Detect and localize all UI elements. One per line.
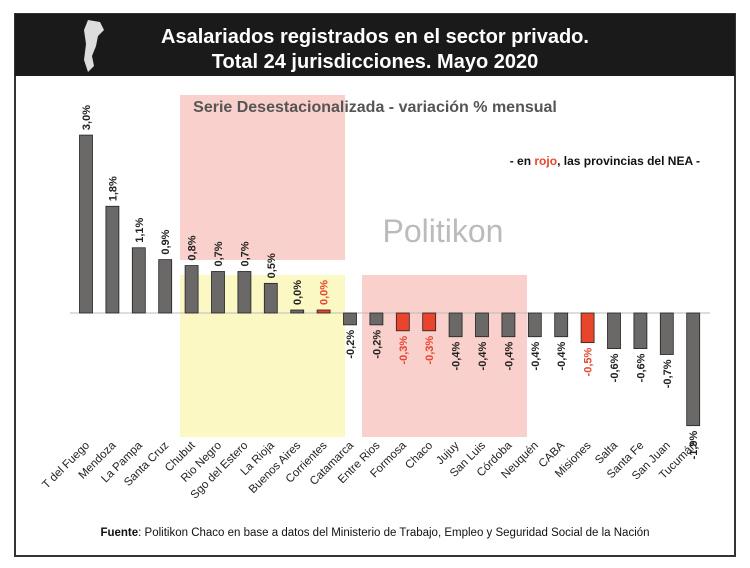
source: Fuente: Politikon Chaco en base a datos … bbox=[100, 527, 649, 539]
bar bbox=[554, 312, 569, 338]
note: - en rojo, las provincias del NEA - bbox=[510, 154, 700, 168]
map-icon bbox=[84, 20, 104, 72]
bar bbox=[290, 309, 305, 314]
value-label: 0,7% bbox=[213, 241, 225, 266]
value-label: 0,0% bbox=[319, 280, 331, 305]
bar bbox=[211, 271, 225, 314]
bar bbox=[184, 265, 199, 314]
bg-zone bbox=[180, 275, 345, 437]
header bbox=[15, 14, 735, 76]
bar bbox=[343, 312, 357, 326]
bar bbox=[131, 247, 146, 314]
value-label: -1,9% bbox=[688, 430, 700, 459]
note-part: , las provincias del NEA - bbox=[557, 154, 700, 168]
bar bbox=[369, 312, 384, 326]
value-label: -0,6% bbox=[635, 353, 647, 382]
bar bbox=[686, 312, 701, 427]
value-label: 0,5% bbox=[266, 253, 278, 278]
bar bbox=[448, 312, 463, 338]
value-label: -0,2% bbox=[371, 330, 383, 359]
subtitle: Serie Desestacionalizada - variación % m… bbox=[193, 99, 557, 116]
value-label: -0,3% bbox=[424, 336, 436, 365]
bar bbox=[316, 309, 331, 314]
value-label: 1,1% bbox=[134, 217, 146, 242]
value-label: -0,4% bbox=[477, 342, 489, 371]
source-part: Fuente bbox=[100, 527, 138, 539]
watermark: Politikon bbox=[383, 213, 504, 249]
value-label: 0,8% bbox=[187, 235, 199, 260]
value-label: 0,0% bbox=[292, 280, 304, 305]
value-label: -0,6% bbox=[609, 353, 621, 382]
bar bbox=[527, 312, 542, 338]
title: Total 24 jurisdicciones. Mayo 2020 bbox=[212, 51, 538, 73]
bar bbox=[158, 259, 173, 314]
note-part: rojo bbox=[534, 154, 557, 168]
title: Asalariados registrados en el sector pri… bbox=[161, 26, 589, 48]
value-label: 1,8% bbox=[107, 176, 119, 201]
bar bbox=[607, 312, 621, 349]
bar bbox=[659, 312, 674, 355]
bg-zone bbox=[180, 95, 345, 260]
bar bbox=[422, 312, 437, 332]
bar bbox=[395, 312, 410, 332]
bg-zone bbox=[362, 275, 527, 437]
value-label: -0,2% bbox=[345, 330, 357, 359]
bar bbox=[237, 271, 252, 314]
value-label: -0,4% bbox=[503, 342, 515, 371]
value-label: -0,3% bbox=[398, 336, 410, 365]
value-label: -0,4% bbox=[451, 342, 463, 371]
bar bbox=[263, 282, 278, 314]
bar bbox=[501, 312, 516, 338]
value-label: -0,7% bbox=[662, 359, 674, 388]
value-label: 0,7% bbox=[239, 241, 251, 266]
note-part: - en bbox=[510, 154, 535, 168]
bar bbox=[79, 134, 93, 314]
bar bbox=[105, 205, 120, 314]
value-label: 0,9% bbox=[160, 229, 172, 254]
value-label: -0,5% bbox=[583, 347, 595, 376]
bar bbox=[475, 312, 489, 338]
value-label: 3,0% bbox=[81, 105, 93, 130]
value-label: -0,4% bbox=[556, 342, 568, 371]
bar bbox=[580, 312, 595, 344]
bar bbox=[633, 312, 648, 349]
value-label: -0,4% bbox=[530, 342, 542, 371]
source-part: : Politikon Chaco en base a datos del Mi… bbox=[138, 527, 649, 539]
